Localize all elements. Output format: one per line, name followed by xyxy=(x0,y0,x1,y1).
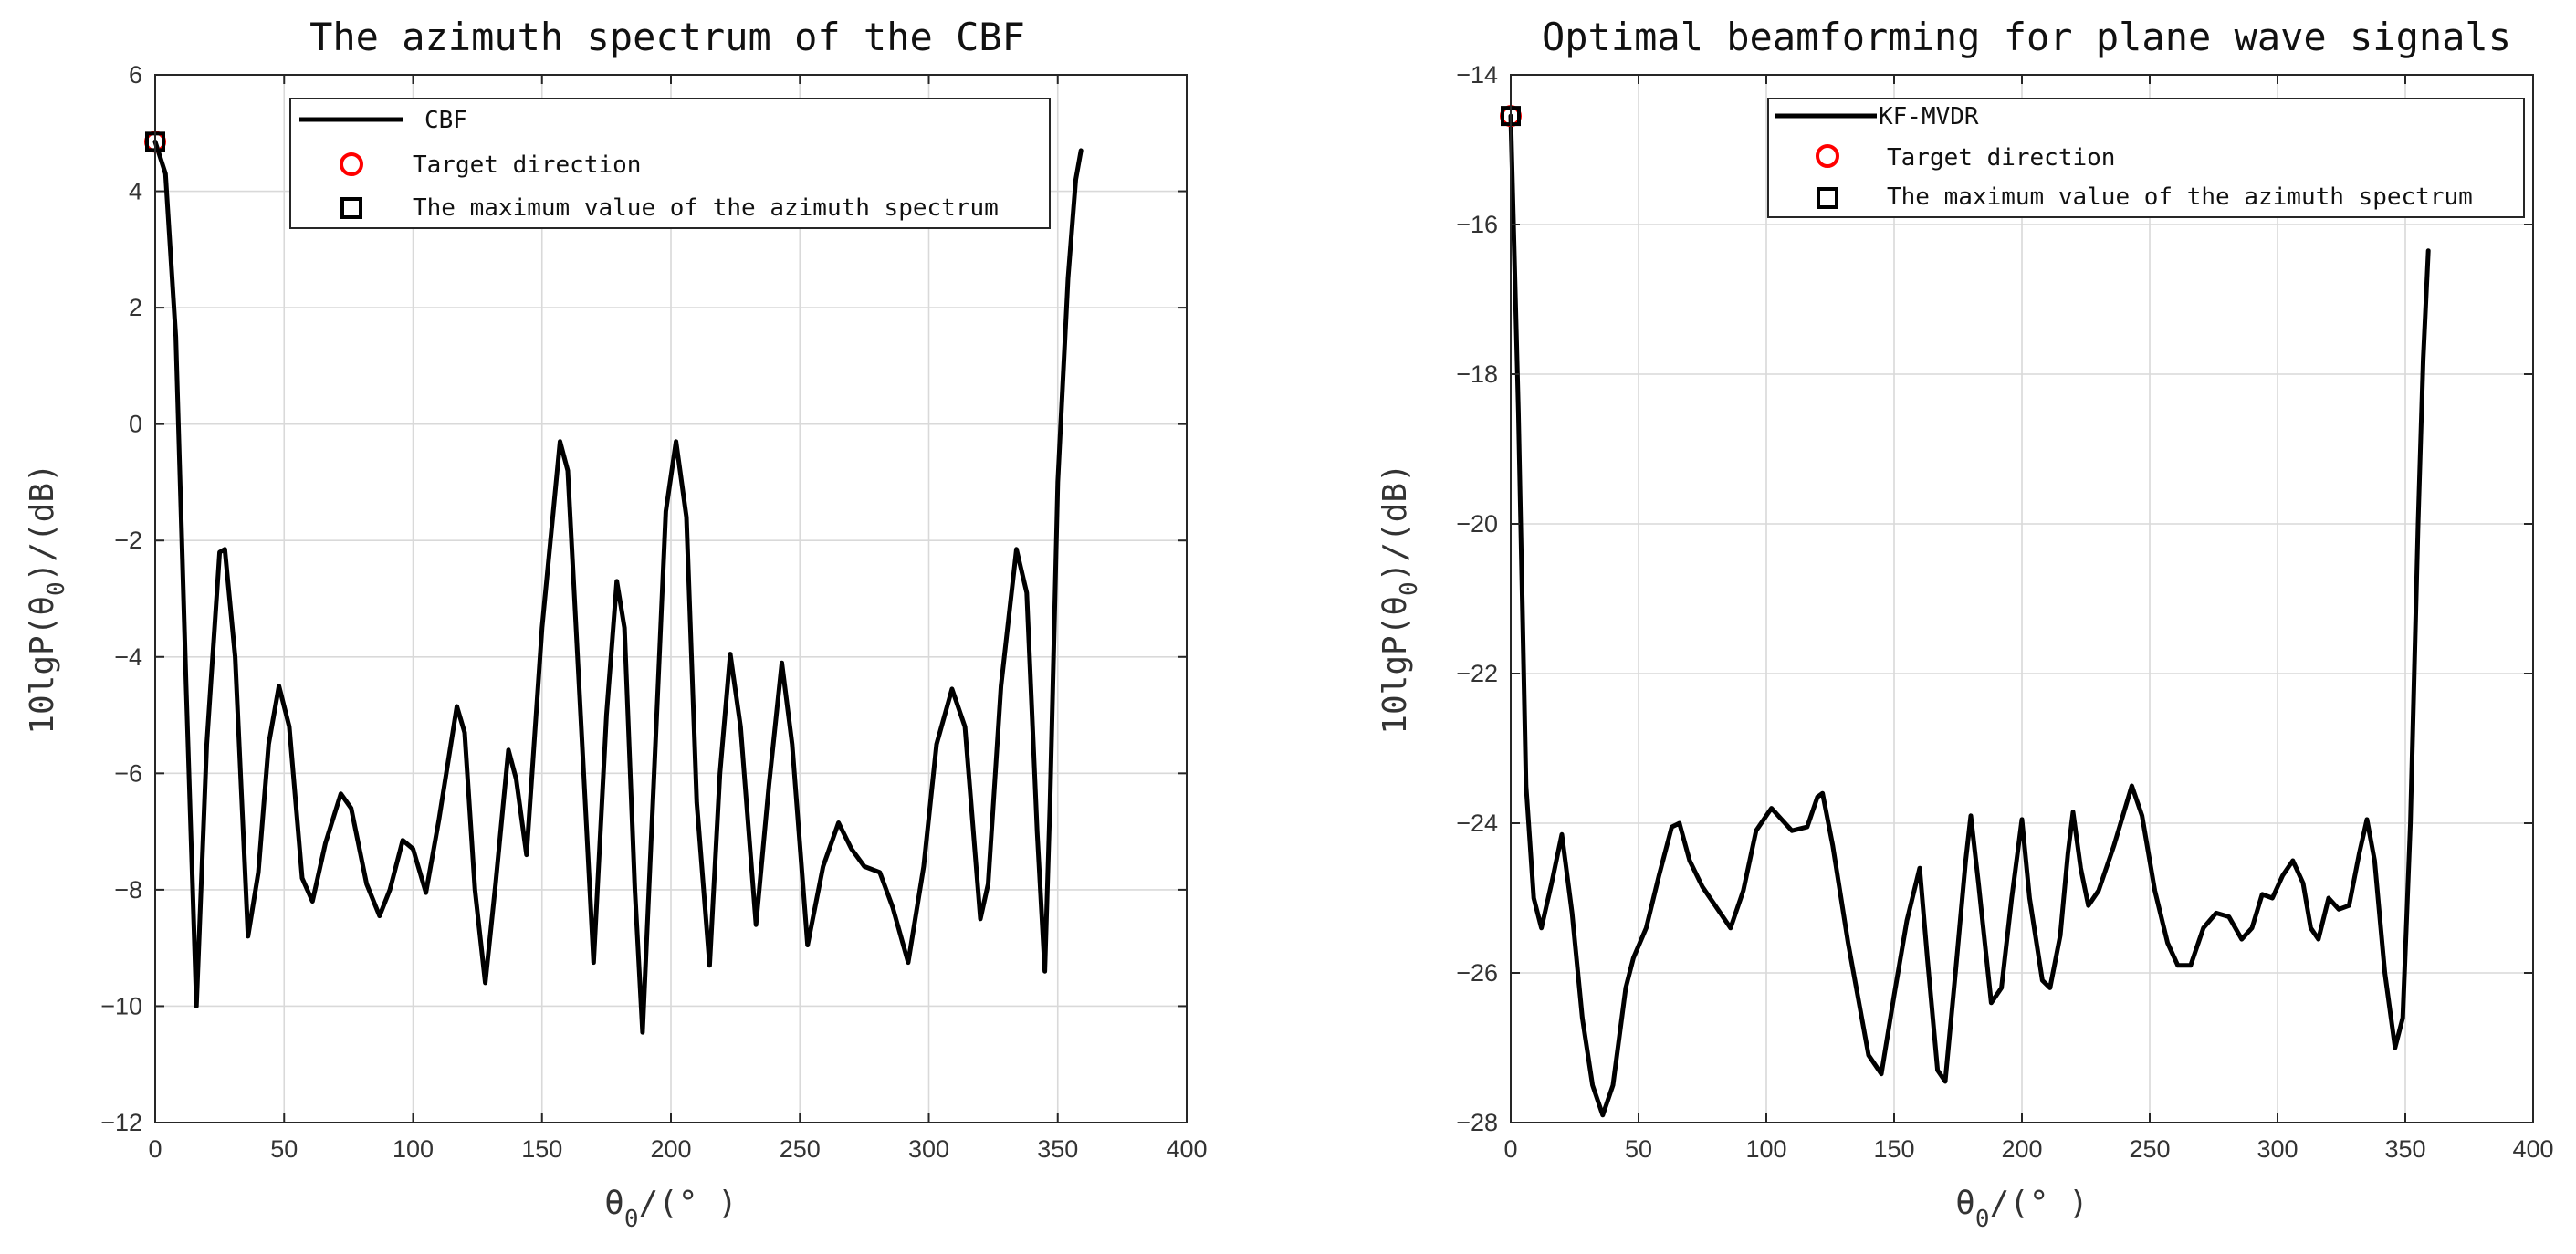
grid xyxy=(154,74,1188,1123)
x-tick-label: 250 xyxy=(780,1135,821,1163)
y-axis-label-pre: 10lgP(θ xyxy=(24,596,61,735)
series-line-kf-mvdr xyxy=(1508,113,2431,1118)
series-curves xyxy=(1508,113,2431,1118)
legend-box xyxy=(289,98,1051,229)
x-tick-label: 350 xyxy=(2384,1135,2425,1163)
y-axis-label-pre: 10lgP(θ xyxy=(1377,596,1414,735)
x-tick-label: 200 xyxy=(650,1135,691,1163)
legend-entry-0: KF-MVDR xyxy=(1879,103,1979,131)
y-axis-label-post: )/(dB) xyxy=(24,463,61,581)
y-tick-label: −12 xyxy=(100,1109,142,1136)
legend-entry-2: The maximum value of the azimuth spectru… xyxy=(1887,183,2473,211)
legend: CBF Target direction The maximum value o… xyxy=(289,98,1051,229)
x-tick-label: 50 xyxy=(270,1135,298,1163)
series-curves xyxy=(152,139,1084,1035)
legend-entry-1: Target direction xyxy=(1887,144,2115,172)
x-tick-label: 100 xyxy=(1745,1135,1786,1163)
legend-circle-swatch xyxy=(1816,144,1839,168)
y-tick-label: −28 xyxy=(1456,1109,1498,1136)
x-tick-label: 400 xyxy=(2512,1135,2553,1163)
y-tick-label: −16 xyxy=(1456,211,1498,238)
series-line-cbf xyxy=(152,139,1084,1035)
x-tick-label: 100 xyxy=(393,1135,434,1163)
y-axis-label: 10lgP(θ0)/(dB) xyxy=(24,463,70,734)
x-tick-label: 300 xyxy=(2257,1135,2298,1163)
y-tick-label: 0 xyxy=(129,411,142,438)
legend-square-swatch xyxy=(1817,187,1838,209)
y-tick-label: 2 xyxy=(129,294,142,321)
x-axis-label-main: θ xyxy=(604,1185,624,1222)
x-tick-label: 150 xyxy=(521,1135,562,1163)
chart-title: The azimuth spectrum of the CBF xyxy=(309,15,1025,59)
x-axis-label-main: θ xyxy=(1955,1185,1975,1222)
tick-labels: 0 50 100 150 200 250 300 350 400 −28 −26 −24 −22 −20 −… xyxy=(1456,61,2553,1163)
y-tick-label: −22 xyxy=(1456,660,1498,687)
x-tick-label: 0 xyxy=(1503,1135,1517,1163)
x-tick-label: 200 xyxy=(2001,1135,2042,1163)
x-tick-label: 400 xyxy=(1166,1135,1207,1163)
y-tick-label: −8 xyxy=(114,876,142,904)
chart-cbf: The azimuth spectrum of the CBF 0 50 100 15… xyxy=(24,15,1208,1233)
legend: KF-MVDR Target direction The maximum val… xyxy=(1767,98,2525,218)
y-tick-label: −10 xyxy=(100,992,142,1019)
chart-kf-mvdr: Optimal beamforming for plane wave signa… xyxy=(1377,15,2554,1233)
y-tick-label: 4 xyxy=(129,178,142,205)
x-axis-label-sub: 0 xyxy=(1975,1206,1990,1233)
y-tick-label: 6 xyxy=(129,61,142,89)
y-tick-label: −6 xyxy=(114,759,142,787)
y-axis-label-post: )/(dB) xyxy=(1377,463,1414,581)
legend-entry-1: Target direction xyxy=(413,152,641,179)
x-axis-label-sub: 0 xyxy=(624,1206,639,1233)
y-tick-label: −2 xyxy=(114,527,142,554)
tick-labels: 0 50 100 150 200 250 300 350 400 −12 −10 −8 −6 −4 −2 0 2… xyxy=(100,61,1207,1163)
y-tick-label: −24 xyxy=(1456,810,1498,837)
x-tick-label: 0 xyxy=(148,1135,162,1163)
y-axis-label: 10lgP(θ0)/(dB) xyxy=(1377,463,1423,734)
y-axis-label-sub: 0 xyxy=(1396,581,1423,596)
x-axis-label-rest: /(° ) xyxy=(1989,1185,2088,1222)
x-axis-label: θ0/(° ) xyxy=(604,1185,738,1233)
y-tick-label: −18 xyxy=(1456,361,1498,388)
legend-entry-2: The maximum value of the azimuth spectru… xyxy=(413,194,999,222)
legend-square-swatch xyxy=(340,197,362,219)
grid xyxy=(1510,74,2534,1123)
x-tick-label: 350 xyxy=(1037,1135,1078,1163)
x-axis-label: θ0/(° ) xyxy=(1955,1185,2089,1233)
y-axis-label-sub: 0 xyxy=(43,581,70,596)
y-tick-label: −14 xyxy=(1456,61,1498,89)
chart-title: Optimal beamforming for plane wave signa… xyxy=(1542,15,2511,59)
x-axis-label-rest: /(° ) xyxy=(638,1185,737,1222)
y-tick-label: −20 xyxy=(1456,510,1498,538)
x-tick-label: 50 xyxy=(1625,1135,1652,1163)
x-tick-label: 300 xyxy=(908,1135,949,1163)
x-tick-label: 250 xyxy=(2129,1135,2170,1163)
legend-circle-swatch xyxy=(340,152,363,176)
x-tick-label: 150 xyxy=(1873,1135,1914,1163)
y-tick-label: −26 xyxy=(1456,959,1498,987)
legend-entry-0: CBF xyxy=(424,107,467,134)
legend-box xyxy=(1767,98,2525,218)
y-tick-label: −4 xyxy=(114,643,142,671)
